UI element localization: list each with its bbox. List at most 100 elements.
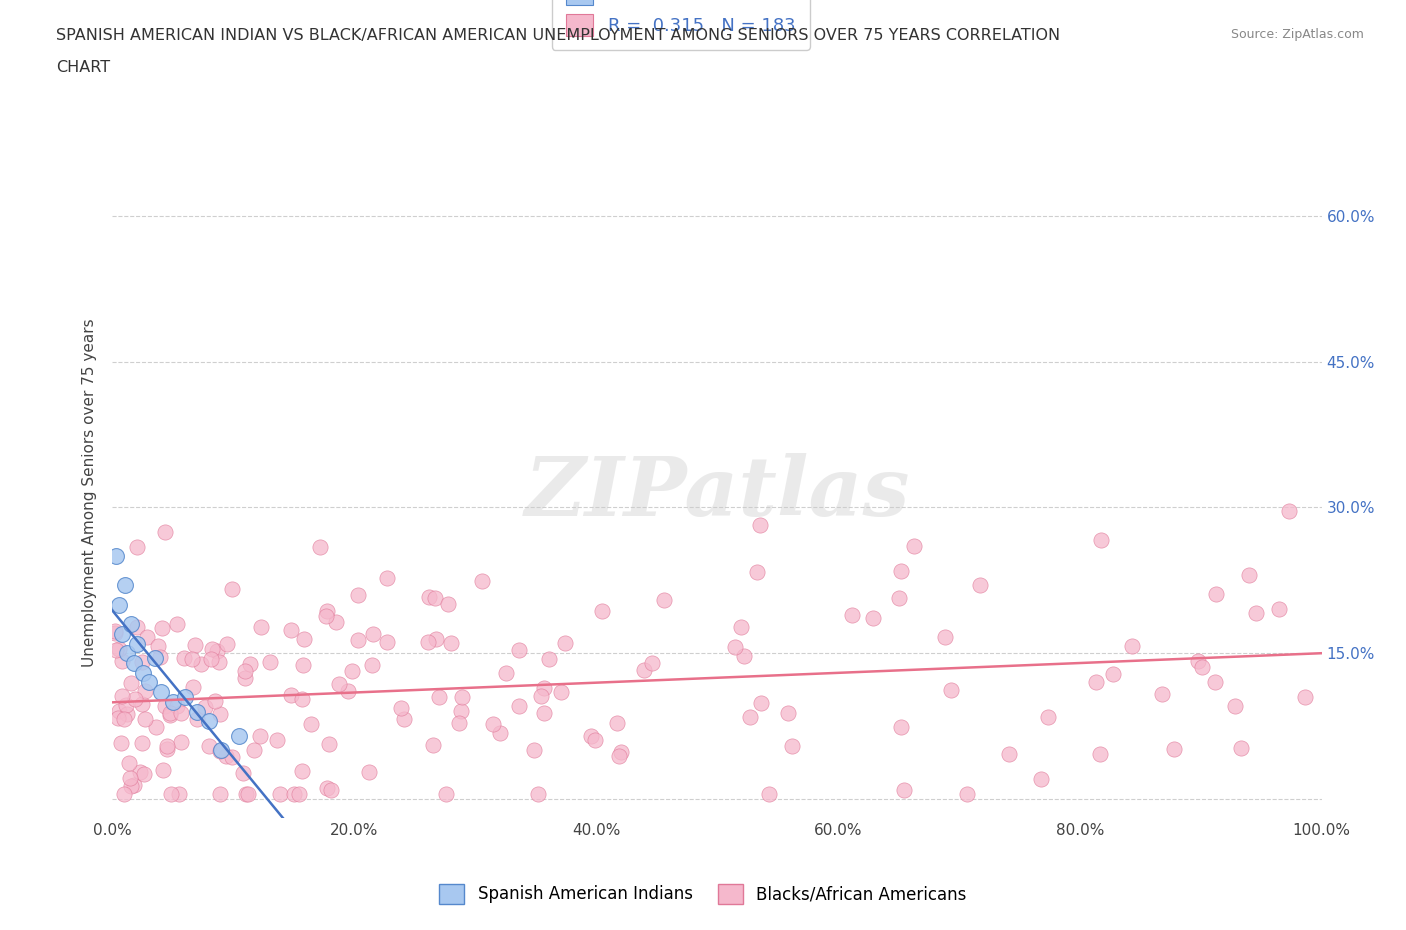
Point [434,787,457,802]
Y-axis label: Unemployment Among Seniors over 75 years: Unemployment Among Seniors over 75 years [82,319,97,667]
Point [186,704,208,719]
Point [283,787,305,802]
Point [125,636,148,651]
Point [170,706,193,721]
Point [149,649,172,664]
Point [550,684,572,699]
Point [440,635,463,650]
Point [111,654,134,669]
Point [136,629,159,644]
Point [1205,587,1227,602]
Point [166,617,188,631]
Point [315,609,337,624]
Point [131,697,153,711]
Point [131,736,153,751]
Point [1294,689,1316,704]
Point [998,747,1021,762]
Point [606,716,628,731]
Point [111,689,134,704]
Point [228,728,250,743]
Point [361,627,384,642]
Point [1090,746,1112,761]
Point [149,684,172,699]
Point [217,636,239,651]
Point [533,681,555,696]
Legend: Spanish American Indians, Blacks/African Americans: Spanish American Indians, Blacks/African… [432,875,974,912]
Point [280,688,302,703]
Point [269,787,291,802]
Point [309,539,332,554]
Point [1187,654,1209,669]
Point [437,596,460,611]
Point [120,617,142,631]
Point [104,623,127,638]
Point [862,611,884,626]
Point [105,643,128,658]
Point [115,698,138,712]
Point [112,787,135,802]
Point [1204,674,1226,689]
Point [1223,698,1246,713]
Point [1267,602,1289,617]
Text: Source: ZipAtlas.com: Source: ZipAtlas.com [1230,28,1364,41]
Point [239,656,262,671]
Point [173,650,195,665]
Point [778,706,800,721]
Point [127,619,149,634]
Point [934,630,956,644]
Point [1163,741,1185,756]
Point [527,787,550,802]
Point [360,658,382,672]
Point [346,632,368,647]
Point [280,623,302,638]
Point [122,656,145,671]
Point [530,689,553,704]
Point [1085,674,1108,689]
Point [292,658,315,672]
Point [208,743,231,758]
Point [155,739,177,754]
Point [1090,533,1112,548]
Point [291,691,314,706]
Point [108,703,131,718]
Point [159,707,181,722]
Point [266,732,288,747]
Point [890,564,912,578]
Point [394,711,416,726]
Point [336,683,359,698]
Point [583,732,606,747]
Point [315,780,337,795]
Point [120,771,142,786]
Point [1230,740,1253,755]
Point [232,765,254,780]
Point [889,719,911,734]
Point [198,714,221,729]
Point [209,787,232,802]
Point [423,591,446,605]
Point [471,573,494,588]
Point [357,764,380,779]
Point [1101,666,1123,681]
Point [215,749,238,764]
Point [132,665,155,680]
Point [730,619,752,634]
Point [318,737,340,751]
Point [194,700,217,715]
Point [495,666,517,681]
Point [167,787,190,802]
Point [200,652,222,667]
Point [238,787,260,802]
Point [134,684,156,698]
Point [607,749,630,764]
Point [450,703,472,718]
Point [114,578,136,592]
Point [316,604,339,618]
Point [128,764,150,779]
Point [124,692,146,707]
Text: CHART: CHART [56,60,110,75]
Point [375,635,398,650]
Point [758,787,780,802]
Point [112,711,135,726]
Point [138,675,160,690]
Point [148,639,170,654]
